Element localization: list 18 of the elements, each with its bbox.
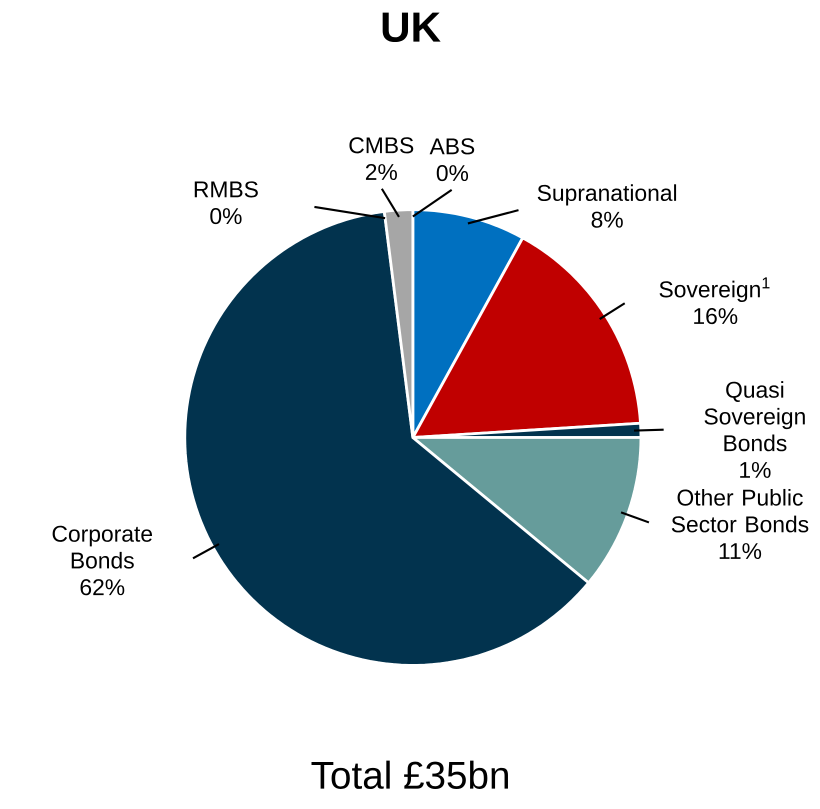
- data-label: 8%: [592, 212, 623, 228]
- slice-label: Supranational: [538, 184, 676, 206]
- text: Total £35bn: [312, 760, 508, 790]
- data-label: 1%: [740, 462, 771, 478]
- slice-label: Other Public Sector Bonds: [672, 488, 808, 532]
- text: 0%: [436, 164, 468, 182]
- chart-title: UK: [382, 12, 441, 42]
- slice-label: Quasi Sovereign Bonds: [704, 381, 805, 452]
- data-label: 2%: [366, 164, 397, 180]
- category-label: ABS: [430, 138, 474, 154]
- category-label: RMBS: [194, 181, 258, 198]
- data-label: 11%: [720, 543, 762, 560]
- slice-label: Corporate Bonds: [52, 526, 152, 569]
- text: 0%: [210, 208, 242, 224]
- slice-label: CMBS: [349, 137, 414, 154]
- data-label: 16%: [694, 308, 738, 324]
- data-label: 62%: [80, 579, 124, 596]
- slice-label: Sovereign$^{1}$: [660, 277, 770, 302]
